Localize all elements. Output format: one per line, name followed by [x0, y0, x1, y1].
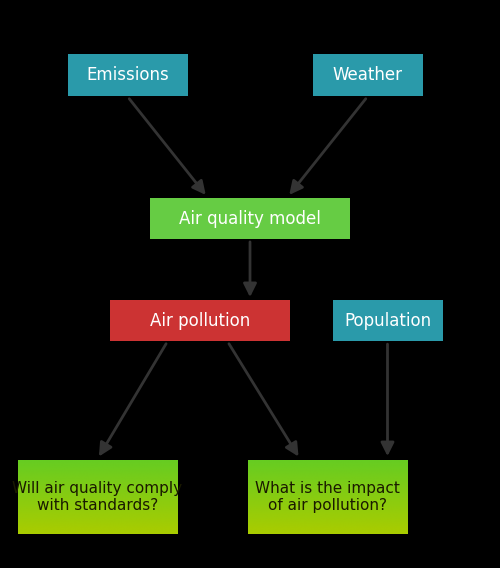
Text: What is the impact
of air pollution?: What is the impact of air pollution? — [255, 481, 400, 513]
FancyBboxPatch shape — [332, 300, 442, 341]
FancyBboxPatch shape — [312, 54, 422, 96]
Text: Emissions: Emissions — [86, 66, 169, 84]
Text: Air quality model: Air quality model — [179, 210, 321, 228]
FancyBboxPatch shape — [150, 198, 350, 239]
Text: Population: Population — [344, 312, 431, 330]
Text: Will air quality comply
with standards?: Will air quality comply with standards? — [12, 481, 182, 513]
FancyBboxPatch shape — [110, 300, 290, 341]
Text: Weather: Weather — [332, 66, 402, 84]
Text: Air pollution: Air pollution — [150, 312, 250, 330]
FancyBboxPatch shape — [68, 54, 188, 96]
